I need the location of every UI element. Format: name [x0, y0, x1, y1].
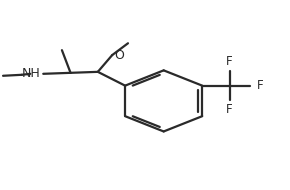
Text: NH: NH	[22, 67, 41, 80]
Text: F: F	[226, 55, 233, 68]
Text: F: F	[226, 103, 233, 116]
Text: F: F	[257, 79, 263, 92]
Text: O: O	[115, 49, 124, 62]
